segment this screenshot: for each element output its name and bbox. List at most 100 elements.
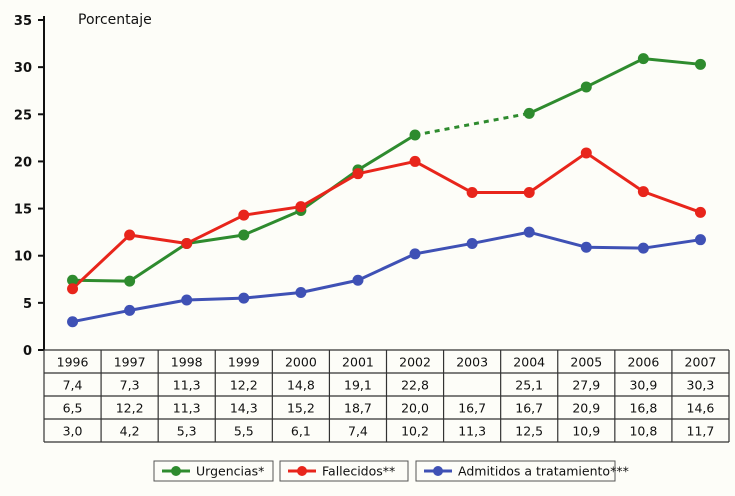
legend-swatch-point-0	[171, 466, 181, 476]
series-line-2	[72, 230, 701, 324]
series-point-2	[295, 286, 307, 298]
series-point-0	[637, 53, 649, 65]
y-tick-label: 0	[23, 344, 32, 359]
table-value-cell: 5,5	[234, 424, 254, 439]
table-value-cell: 6,5	[63, 401, 83, 416]
table-value-cell: 3,0	[63, 424, 83, 439]
table-year-cell: 2000	[285, 355, 317, 370]
table-value-cell: 16,7	[458, 401, 486, 416]
table-value-cell: 11,3	[458, 424, 486, 439]
y-tick-label: 10	[14, 250, 32, 265]
series-point-0	[409, 129, 421, 141]
series-line-0	[528, 57, 701, 115]
table-value-cell: 7,4	[348, 424, 368, 439]
series-point-1	[523, 187, 535, 199]
series-point-1	[580, 147, 592, 159]
series-point-0	[694, 58, 706, 70]
table-value-cell: 11,3	[173, 401, 201, 416]
series-line-1	[71, 151, 701, 290]
y-axis-unit-label: Porcentaje	[78, 12, 152, 28]
table-value-cell: 30,9	[629, 378, 657, 393]
series-point-2	[694, 234, 706, 246]
legend-box	[153, 460, 274, 482]
table-year-cell: 1999	[228, 355, 260, 370]
table-value-cell: 14,3	[230, 401, 258, 416]
table-year-cell: 2002	[399, 355, 431, 370]
table-value-cell: 11,3	[173, 378, 201, 393]
table-value-cell: 5,3	[177, 424, 197, 439]
table-year-cell: 1997	[114, 355, 146, 370]
series-point-2	[580, 241, 592, 253]
table-value-cell: 4,2	[120, 424, 140, 439]
series-point-2	[466, 237, 478, 249]
y-tick-label: 20	[14, 155, 32, 170]
series-point-1	[637, 186, 649, 198]
legend-box	[415, 460, 616, 482]
series-point-1	[124, 229, 136, 241]
table-value-cell: 10,2	[401, 424, 429, 439]
table-value-cell: 16,8	[629, 401, 657, 416]
table-value-cell: 14,8	[287, 378, 315, 393]
y-tick-label: 35	[14, 14, 32, 29]
y-tick-label: 25	[14, 108, 32, 123]
series-point-0	[238, 229, 250, 241]
table-value-cell: 20,9	[572, 401, 600, 416]
table-year-cell: 1996	[57, 355, 89, 370]
table-value-cell: 12,2	[116, 401, 144, 416]
series-point-2	[637, 242, 649, 254]
table-value-cell: 27,9	[572, 378, 600, 393]
table-value-cell: 7,3	[120, 378, 140, 393]
series-point-1	[181, 237, 193, 249]
series-point-1	[295, 201, 307, 213]
table-value-cell: 12,2	[230, 378, 258, 393]
table-value-cell: 10,8	[629, 424, 657, 439]
table-year-cell: 2005	[570, 355, 602, 370]
table-value-cell: 7,4	[63, 378, 83, 393]
series-line-0	[72, 133, 416, 283]
series-point-1	[466, 187, 478, 199]
series-point-1	[67, 283, 79, 295]
table-value-cell: 6,1	[291, 424, 311, 439]
series-point-2	[124, 304, 136, 316]
series-point-1	[352, 168, 364, 180]
series-point-1	[238, 209, 250, 221]
table-value-cell: 18,7	[344, 401, 372, 416]
table-value-cell: 20,0	[401, 401, 429, 416]
table-year-cell: 1998	[171, 355, 203, 370]
legend-label: Admitidos a tratamiento***	[458, 464, 629, 479]
legend-swatch-point-1	[297, 466, 307, 476]
series-point-1	[409, 155, 421, 167]
series-point-1	[694, 206, 706, 218]
series-point-2	[67, 316, 79, 328]
y-tick-label: 15	[14, 203, 32, 218]
table-year-cell: 2004	[513, 355, 545, 370]
series-point-2	[523, 226, 535, 238]
table-value-cell: 11,7	[687, 424, 715, 439]
series-point-0	[124, 275, 136, 287]
table-value-cell: 30,3	[687, 378, 715, 393]
legend-box	[279, 460, 409, 482]
legend-swatch-point-2	[433, 466, 443, 476]
table-year-cell: 2003	[456, 355, 488, 370]
table-value-cell: 15,2	[287, 401, 315, 416]
table-year-cell: 2006	[627, 355, 659, 370]
series-point-2	[352, 274, 364, 286]
table-value-cell: 12,5	[515, 424, 543, 439]
table-value-cell: 10,9	[572, 424, 600, 439]
series-point-0	[580, 81, 592, 93]
series-point-0	[523, 107, 535, 119]
table-value-cell: 22,8	[401, 378, 429, 393]
series-gap-dotted-line-0	[414, 111, 530, 137]
table-value-cell: 16,7	[515, 401, 543, 416]
series-point-2	[238, 292, 250, 304]
legend-label: Fallecidos**	[322, 464, 395, 479]
y-tick-label: 30	[14, 61, 32, 76]
table-value-cell: 25,1	[515, 378, 543, 393]
legend-label: Urgencias*	[196, 464, 264, 479]
series-point-2	[409, 248, 421, 260]
series-point-0	[67, 274, 79, 286]
table-year-cell: 2007	[685, 355, 717, 370]
table-year-cell: 2001	[342, 355, 374, 370]
